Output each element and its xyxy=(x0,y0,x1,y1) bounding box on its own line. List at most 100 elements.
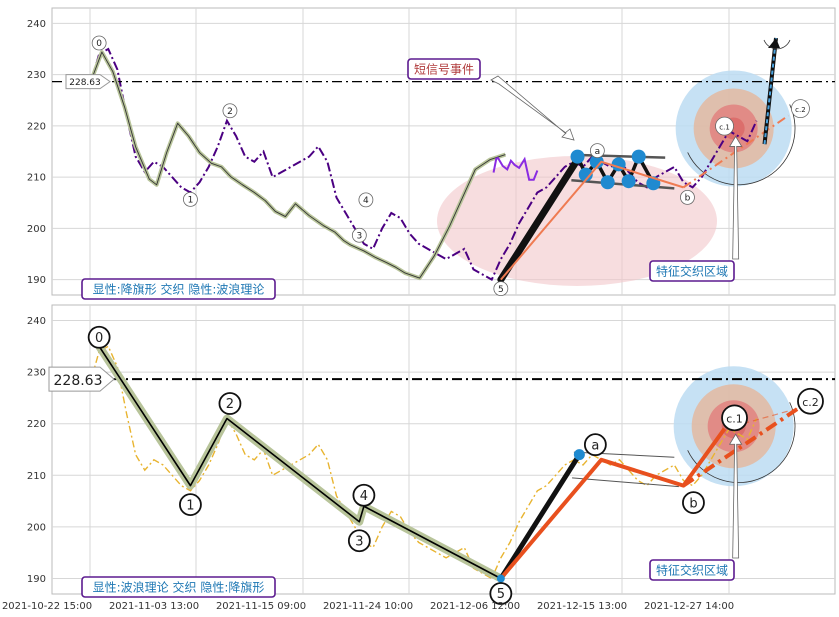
flag-marker xyxy=(578,167,593,182)
y-tick-label: 230 xyxy=(27,70,46,81)
wave-label-1: 1 xyxy=(188,196,194,206)
wave-label-circle xyxy=(493,281,509,297)
wave-label-2: 2 xyxy=(227,107,233,117)
wave-label-circle xyxy=(351,227,367,243)
wave-label-circle xyxy=(489,582,513,605)
projection-arrow-head xyxy=(768,38,780,48)
y-tick-label: 210 xyxy=(27,471,46,482)
wave-label-circle xyxy=(218,392,242,415)
abc-label-a: a xyxy=(595,147,601,157)
flag-marker xyxy=(589,154,604,169)
feature-box xyxy=(649,559,735,581)
zone-arc xyxy=(687,104,796,186)
abc-label-circle xyxy=(721,404,748,432)
wave-line xyxy=(98,345,502,580)
y-tick-label: 220 xyxy=(27,419,46,430)
feature-arrow xyxy=(728,433,743,559)
abc-label-circle xyxy=(791,99,810,119)
abc-label-c-2: c.2 xyxy=(802,396,819,409)
x-axis: 2021-10-22 15:00 2021-11-03 13:00 2021-11-… xyxy=(2,601,734,612)
signal-box-label: 短信号事件 xyxy=(414,63,474,77)
signal-arrow xyxy=(490,75,575,141)
x-tick-label: 2021-12-27 14:00 xyxy=(644,601,734,612)
flag-marker xyxy=(600,175,615,190)
wave-label-4: 4 xyxy=(363,196,369,206)
flag-marker xyxy=(631,149,646,164)
abc-label-circle xyxy=(680,189,695,205)
flag-lower-line xyxy=(572,477,679,488)
abc-path xyxy=(500,160,684,281)
abc-label-b: b xyxy=(689,496,697,511)
wave-label-3: 3 xyxy=(355,534,363,549)
abc-label-circle xyxy=(589,143,605,159)
reference-label-box xyxy=(48,366,115,392)
wave-label-5: 5 xyxy=(497,587,505,602)
abc-label-b: b xyxy=(685,194,691,204)
projection-arc xyxy=(763,39,791,50)
abc-label-a: a xyxy=(591,438,599,453)
signal-box xyxy=(407,58,481,80)
recovery-line xyxy=(492,156,539,181)
abc-label-c-1: c.1 xyxy=(719,123,730,131)
abc-label-c-2: c.2 xyxy=(795,106,806,114)
abc-label-circle xyxy=(797,387,824,415)
a-marker xyxy=(573,449,585,461)
projection-arrow-dash xyxy=(763,37,777,145)
y-tick-label: 230 xyxy=(27,368,46,379)
x-tick-label: 2021-11-03 13:00 xyxy=(109,601,199,612)
flag-marker xyxy=(621,174,636,189)
five-marker xyxy=(496,574,505,583)
x-tick-label: 2021-11-15 09:00 xyxy=(216,601,306,612)
wave-label-circle xyxy=(91,35,107,51)
y-tick-label: 210 xyxy=(27,173,46,184)
abc-path xyxy=(499,427,727,580)
x-tick-label: 2021-10-22 15:00 xyxy=(2,601,92,612)
flag-marker xyxy=(570,149,585,164)
wave-label-3: 3 xyxy=(356,231,362,241)
abc-projection xyxy=(682,406,800,488)
wave-label-circle xyxy=(183,191,198,207)
wave-label-5: 5 xyxy=(498,285,504,295)
top-panel: 190 200 210 220 230 240 0 1 2 3 4 5 a b c.1 c.2 228.63 特征… xyxy=(27,7,836,300)
wave-label-circle xyxy=(358,192,374,208)
panel-label: 显性:降旗形 交织 隐性:波浪理论 xyxy=(93,282,265,297)
rally-line xyxy=(498,452,582,582)
wave-label-circle xyxy=(347,529,371,553)
panel-label-box xyxy=(81,576,276,598)
panel-label-box xyxy=(81,278,276,300)
abc-label-circle xyxy=(583,433,607,457)
reference-label: 228.63 xyxy=(54,373,103,389)
feature-box xyxy=(649,260,735,282)
wave-line xyxy=(91,51,506,279)
y-tick-label: 240 xyxy=(27,19,46,30)
y-tick-label: 240 xyxy=(27,316,46,327)
y-tick-label: 190 xyxy=(27,574,46,585)
bottom-panel: 190 200 210 220 230 240 0 1 2 3 4 5 a b c.1 c.2 228.63 特征… xyxy=(27,304,836,605)
abc-label-circle xyxy=(682,491,705,515)
y-tick-label: 190 xyxy=(27,275,46,286)
y-tick-label: 200 xyxy=(27,522,46,533)
reference-label: 228.63 xyxy=(69,78,101,88)
y-tick-label: 220 xyxy=(27,121,46,132)
wave-label-circle xyxy=(222,103,238,119)
y-tick-label: 200 xyxy=(27,224,46,235)
feature-arrow xyxy=(728,135,743,260)
wave-label-0: 0 xyxy=(96,39,102,49)
rally-line xyxy=(497,153,583,284)
panel-label: 显性:波浪理论 交织 隐性:降旗形 xyxy=(93,580,265,595)
x-tick-label: 2021-11-24 10:00 xyxy=(323,601,413,612)
wave-label-2: 2 xyxy=(226,397,234,412)
x-tick-label: 2021-12-06 12:00 xyxy=(430,601,520,612)
wave-label-4: 4 xyxy=(360,489,368,504)
feature-box-label: 特征交织区域 xyxy=(656,264,728,279)
wave-label-1: 1 xyxy=(186,498,194,513)
abc-label-c-1: c.1 xyxy=(726,413,743,426)
abc-label-circle xyxy=(715,116,734,136)
x-tick-label: 2021-12-15 13:00 xyxy=(537,601,627,612)
wave-label-circle xyxy=(352,483,376,507)
wave-label-circle xyxy=(87,325,111,349)
wave-label-circle xyxy=(179,493,202,517)
feature-box-label: 特征交织区域 xyxy=(656,563,728,578)
price-line xyxy=(91,345,758,580)
